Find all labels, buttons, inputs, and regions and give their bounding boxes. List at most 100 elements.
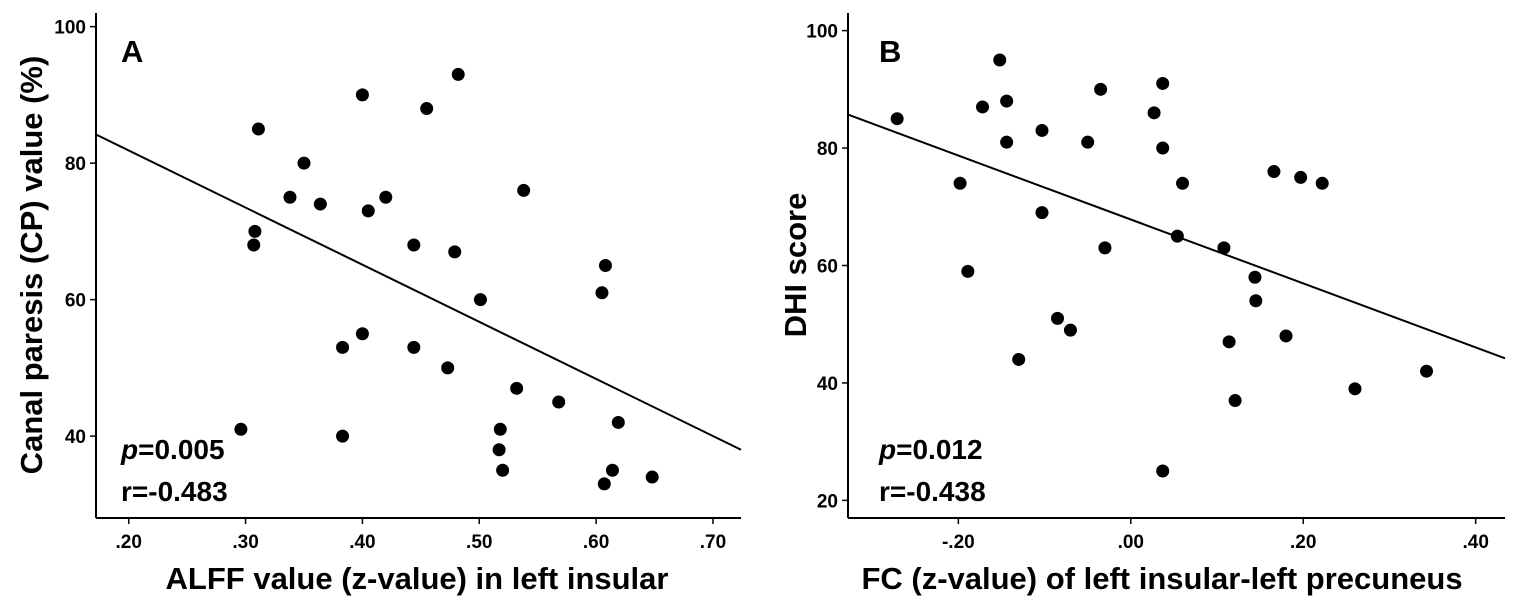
data-point [493, 422, 507, 436]
data-point [1248, 270, 1262, 284]
data-point [379, 190, 393, 204]
data-point [355, 327, 369, 341]
data-point [510, 381, 524, 395]
panel-a-x-axis-label: ALFF value (z-value) in left insular [166, 561, 669, 596]
x-tick-label: .20 [116, 532, 142, 553]
data-point [598, 259, 612, 272]
panel-b-regression-line [847, 113, 1506, 360]
data-point [313, 197, 327, 211]
x-tick-label: .70 [700, 532, 726, 553]
data-point [407, 238, 421, 252]
y-tick-label: 60 [817, 257, 838, 278]
x-tick-label: .30 [232, 532, 258, 553]
data-point [976, 100, 990, 114]
panel-b-y-axis-label: DHI score [778, 193, 813, 338]
data-point [611, 415, 625, 429]
data-point [1217, 241, 1231, 255]
y-tick-label: 40 [817, 374, 838, 395]
data-point [1156, 76, 1170, 90]
panel-a-y-axis-label: Canal paresis (CP) value (%) [14, 56, 49, 475]
data-point [517, 183, 531, 197]
y-tick-label: 80 [65, 154, 86, 175]
data-point [420, 102, 434, 116]
data-point [297, 156, 311, 170]
data-point [1098, 241, 1112, 255]
panel-b-letter: B [879, 34, 901, 69]
panel-b-p-symbol: p [878, 434, 896, 465]
data-point [247, 238, 261, 252]
data-point [473, 293, 487, 307]
y-tick-label: 60 [65, 291, 86, 312]
data-point [441, 361, 455, 375]
x-tick-label: -.20 [942, 532, 975, 553]
data-point [1156, 141, 1170, 155]
y-tick-label: 100 [54, 18, 86, 39]
x-tick-label: .60 [583, 532, 609, 553]
data-point [1315, 176, 1329, 190]
data-point [234, 422, 248, 436]
panel-b-axes: 20 40 60 80 100 -.20 .00 .20 .40 [806, 13, 1505, 553]
data-point [1228, 394, 1242, 408]
data-point [448, 245, 462, 259]
y-tick-label: 20 [817, 491, 838, 512]
data-point [1420, 364, 1434, 378]
data-point [1176, 176, 1190, 190]
data-point [993, 53, 1007, 67]
data-point [492, 443, 506, 457]
x-tick-label: .40 [349, 532, 375, 553]
data-point [1279, 329, 1293, 343]
data-point [1035, 206, 1049, 220]
data-point [605, 463, 619, 477]
panel-a-regression-line [95, 133, 742, 451]
data-point [496, 463, 510, 477]
data-point [1035, 123, 1049, 137]
x-tick-label: .40 [1462, 532, 1488, 553]
panel-b-x-axis-label: FC (z-value) of left insular-left precun… [861, 561, 1462, 596]
data-point [552, 395, 566, 409]
data-point [1094, 82, 1108, 96]
data-point [355, 88, 369, 102]
x-tick-label: .20 [1290, 532, 1316, 553]
data-point [1063, 323, 1077, 337]
data-point [961, 264, 975, 278]
data-point [1000, 135, 1014, 149]
y-tick-label: 40 [65, 427, 86, 448]
data-point [597, 477, 611, 491]
panel-b-r-value: r=-0.438 [879, 476, 986, 507]
panel-a-axes: 40 60 80 100 .20 .30 .40 .50 .60 .70 [54, 13, 741, 553]
data-point [248, 224, 262, 238]
panel-b-p-number: =0.012 [896, 434, 982, 465]
data-point [451, 67, 465, 81]
data-point [361, 204, 375, 218]
data-point [595, 286, 609, 300]
data-point [1012, 352, 1026, 366]
data-point [1081, 135, 1095, 149]
y-tick-label: 100 [806, 22, 838, 43]
panel-a-p-number: =0.005 [138, 434, 224, 465]
data-point [407, 340, 421, 354]
panel-b-p-value: p=0.012 [878, 434, 983, 465]
data-point [1000, 94, 1014, 108]
panel-b-points [890, 53, 1434, 478]
data-point [336, 340, 350, 354]
data-point [1051, 311, 1065, 325]
panel-a-points [234, 67, 659, 491]
data-point [1222, 335, 1236, 349]
data-point [953, 176, 967, 190]
panel-a-scatter-chart: A 40 60 80 100 .20 .30 .40 .50 .60 .70 p=0.005 r=… [14, 13, 742, 596]
y-tick-label: 80 [817, 139, 838, 160]
data-point [890, 112, 904, 126]
x-tick-label: .00 [1118, 532, 1144, 553]
data-point [251, 122, 265, 136]
data-point [283, 190, 297, 204]
data-point [1156, 464, 1170, 478]
data-point [1294, 170, 1308, 184]
data-point [645, 470, 659, 484]
panel-a-r-value: r=-0.483 [121, 476, 228, 507]
data-point [1267, 165, 1281, 179]
x-tick-label: .50 [466, 532, 492, 553]
panel-b-scatter-chart: B 20 40 60 80 100 -.20 .00 .20 .40 p=0.012 r=-0.… [778, 13, 1506, 596]
data-point [336, 429, 350, 443]
data-point [1147, 106, 1161, 120]
panel-a-p-symbol: p [120, 434, 138, 465]
